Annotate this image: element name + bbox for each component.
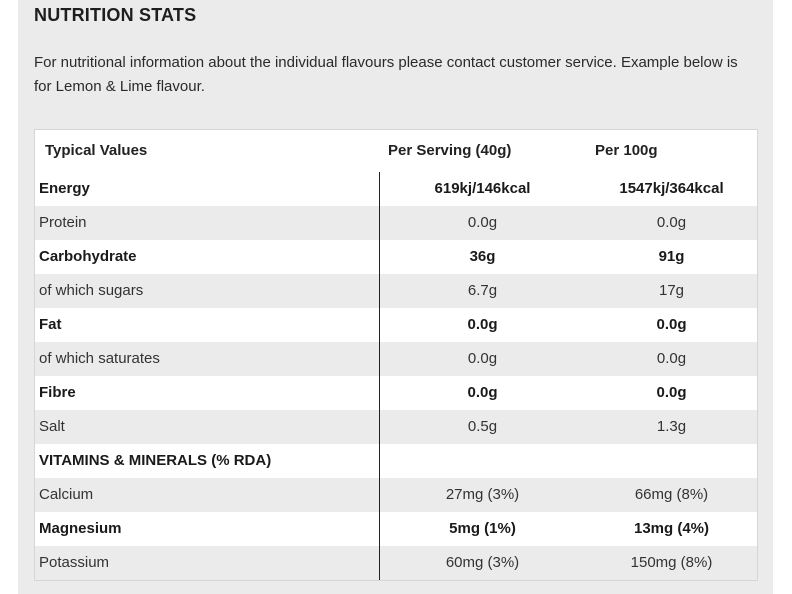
row-per-serving: 0.0g [467, 214, 498, 231]
table-row: Fat 0.0g 0.0g [35, 308, 757, 342]
row-per-serving: 60mg (3%) [445, 554, 520, 571]
row-label: Magnesium [39, 520, 122, 537]
column-divider [379, 172, 380, 580]
row-per-100g: 0.0g [656, 214, 687, 231]
row-label: Fibre [39, 384, 76, 401]
table-row: Fibre 0.0g 0.0g [35, 376, 757, 410]
row-per-serving: 0.0g [467, 384, 498, 401]
table-row: Salt 0.5g 1.3g [35, 410, 757, 444]
row-label: Fat [39, 316, 62, 333]
row-label: Carbohydrate [39, 248, 137, 265]
row-per-100g: 66mg (8%) [634, 486, 709, 503]
row-per-serving: 0.0g [467, 316, 498, 333]
row-per-100g: 1547kj/364kcal [619, 180, 724, 197]
row-per-100g: 0.0g [656, 316, 687, 333]
row-per-serving: 27mg (3%) [445, 486, 520, 503]
row-label: VITAMINS & MINERALS (% RDA) [39, 452, 272, 469]
table-row: Calcium 27mg (3%) 66mg (8%) [35, 478, 757, 512]
table-row: of which saturates 0.0g 0.0g [35, 342, 757, 376]
table-row: Carbohydrate 36g 91g [35, 240, 757, 274]
row-per-100g: 0.0g [656, 384, 687, 401]
row-per-100g: 1.3g [656, 418, 687, 435]
row-per-100g: 17g [658, 282, 685, 299]
row-per-100g: 0.0g [656, 350, 687, 367]
row-label: of which sugars [39, 282, 144, 299]
row-label: Salt [39, 418, 65, 435]
row-per-serving: 0.0g [467, 350, 498, 367]
header-per-100g: Per 100g [595, 142, 658, 159]
table-header: Typical Values Per Serving (40g) Per 100… [35, 130, 757, 172]
row-per-100g: 91g [658, 248, 685, 265]
intro-text: For nutritional information about the in… [34, 54, 738, 95]
row-label: of which saturates [39, 350, 160, 367]
table-row: Energy 619kj/146kcal 1547kj/364kcal [35, 172, 757, 206]
table-row: Magnesium 5mg (1%) 13mg (4%) [35, 512, 757, 546]
row-per-serving: 36g [469, 248, 496, 265]
nutrition-table: Typical Values Per Serving (40g) Per 100… [34, 129, 758, 581]
table-row: Protein 0.0g 0.0g [35, 206, 757, 240]
row-per-serving: 5mg (1%) [449, 520, 516, 537]
section-title: NUTRITION STATS [34, 5, 197, 25]
nutrition-panel: NUTRITION STATS For nutritional informat… [18, 0, 773, 594]
row-per-serving: 619kj/146kcal [434, 180, 531, 197]
row-per-serving: 0.5g [467, 418, 498, 435]
table-row: of which sugars 6.7g 17g [35, 274, 757, 308]
row-label: Protein [39, 214, 87, 231]
table-row: VITAMINS & MINERALS (% RDA) [35, 444, 757, 478]
table-row: Potassium 60mg (3%) 150mg (8%) [35, 546, 757, 580]
row-per-100g: 13mg (4%) [633, 520, 710, 537]
row-label: Calcium [39, 486, 94, 503]
row-per-serving: 6.7g [467, 282, 498, 299]
table-body: Energy 619kj/146kcal 1547kj/364kcal Protein… [35, 172, 757, 580]
row-per-100g: 150mg (8%) [630, 554, 713, 571]
row-label: Potassium [39, 554, 110, 571]
header-per-serving: Per Serving (40g) [388, 142, 512, 159]
row-label: Energy [39, 180, 90, 197]
header-typical-values: Typical Values [45, 142, 148, 159]
